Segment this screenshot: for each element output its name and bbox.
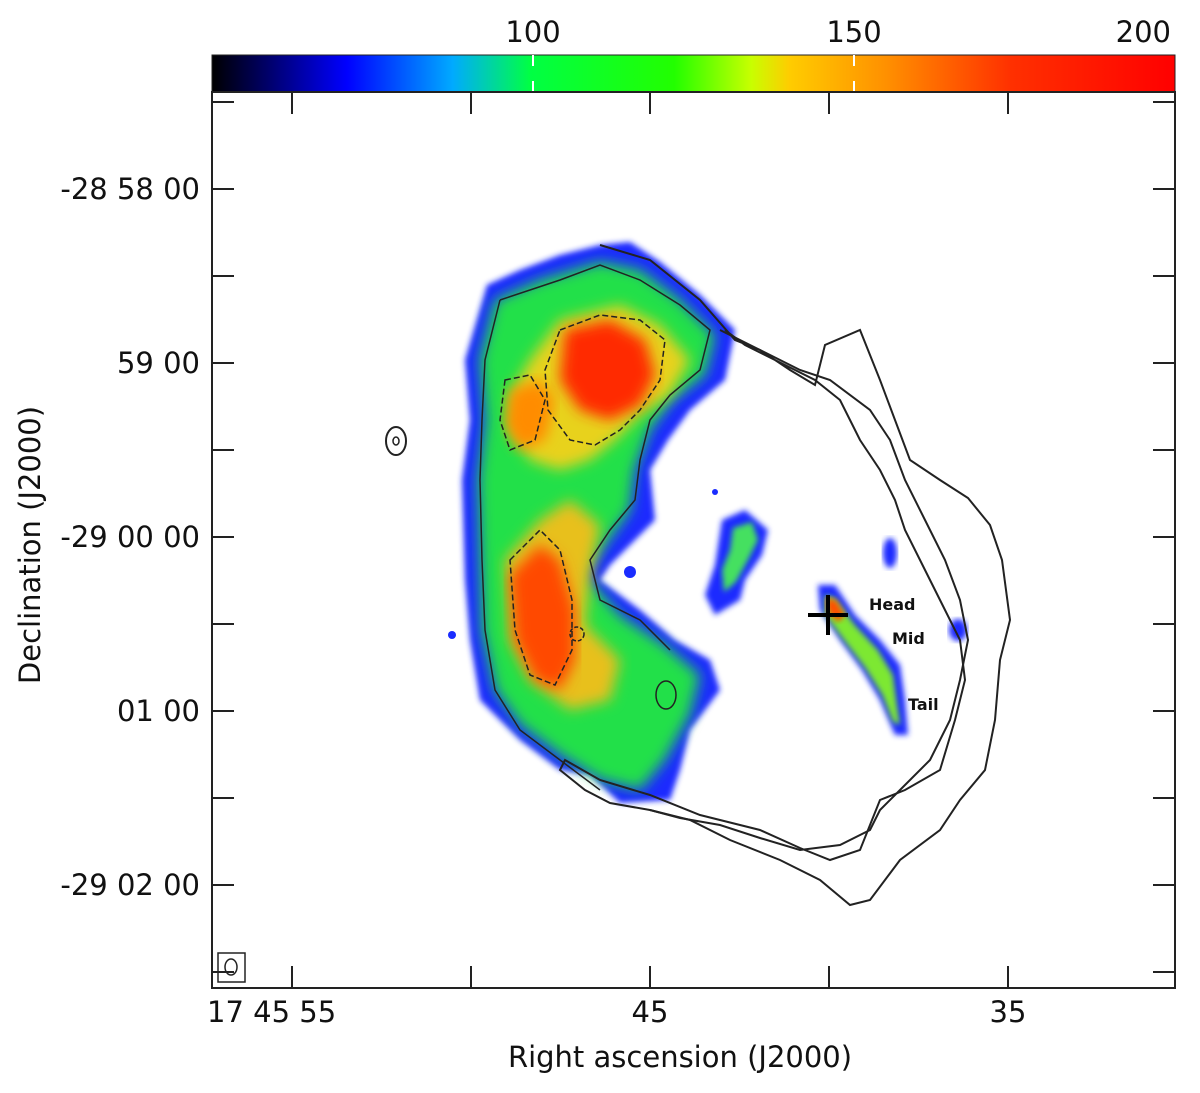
contours <box>385 244 1012 907</box>
emission-blob-2 <box>949 619 967 641</box>
colorbar-tick-label: 200 <box>1116 15 1171 49</box>
emission-blob-4 <box>448 631 456 639</box>
y-tick-label: -28 58 00 <box>60 172 200 206</box>
annotation-tail: Tail <box>908 695 939 714</box>
y-tick-label: 59 00 <box>117 346 200 380</box>
contour-arc-inner <box>499 264 711 651</box>
contour-small-west-inner <box>392 436 400 446</box>
emission-blob-3 <box>712 489 718 495</box>
axes: 17 45 55 45 35 -28 58 00 59 00 -29 00 00 01 00… <box>60 92 1175 1029</box>
emission-hotspot-mid <box>505 380 555 450</box>
colorbar-tick-label: 150 <box>826 15 881 49</box>
emission-hotspot-south <box>510 545 575 690</box>
contour-dash-1 <box>544 314 666 446</box>
contour-small-west <box>385 426 407 456</box>
position-cross-marker <box>808 595 848 635</box>
emission-hotspot-north <box>560 320 655 420</box>
contour-dash-3 <box>509 528 573 686</box>
annotation-head: Head <box>869 595 916 614</box>
plot-frame <box>211 91 1176 989</box>
colorbar-ticks: 100 150 200 <box>505 15 1171 92</box>
y-axis-title: Declination (J2000) <box>13 406 47 684</box>
emission-clump-center-core <box>722 522 758 592</box>
emission-blob-5 <box>624 566 636 578</box>
y-tick-label: -29 00 00 <box>60 520 200 554</box>
colorbar-tick-label: 100 <box>505 15 560 49</box>
filament-core <box>825 595 900 725</box>
x-tick-label: 17 45 55 <box>207 995 336 1029</box>
y-tick-label: -29 02 00 <box>60 868 200 902</box>
emission-map <box>448 242 967 803</box>
annotation-mid: Mid <box>892 629 925 648</box>
colorbar: 100 150 200 <box>211 15 1176 93</box>
x-tick-label: 35 <box>990 995 1027 1029</box>
beam-symbol <box>217 952 246 983</box>
contour-small-center <box>569 626 585 642</box>
contour-arc-outer-west <box>479 299 601 791</box>
x-tick-label: 45 <box>632 995 669 1029</box>
y-tick-label: 01 00 <box>117 694 200 728</box>
contour-dash-2 <box>499 374 546 451</box>
contour-small-south <box>655 680 677 710</box>
emission-blob-1 <box>883 538 897 568</box>
colorbar-bar <box>211 54 1176 93</box>
contour-inner-shell <box>649 329 970 852</box>
x-axis-title: Right ascension (J2000) <box>508 1040 852 1074</box>
